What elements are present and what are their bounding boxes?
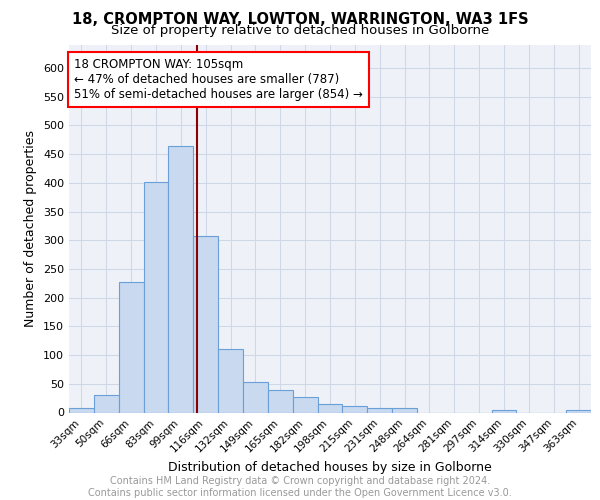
Bar [491, 410, 517, 412]
Bar [392, 408, 417, 412]
Bar [268, 390, 293, 412]
Bar [169, 146, 193, 412]
Text: 18, CROMPTON WAY, LOWTON, WARRINGTON, WA3 1FS: 18, CROMPTON WAY, LOWTON, WARRINGTON, WA… [71, 12, 529, 28]
Bar [218, 349, 243, 412]
Bar [243, 382, 268, 412]
Bar [193, 236, 218, 412]
Bar [69, 408, 94, 412]
Text: Size of property relative to detached houses in Golborne: Size of property relative to detached ho… [111, 24, 489, 37]
Bar [293, 397, 317, 412]
X-axis label: Distribution of detached houses by size in Golborne: Distribution of detached houses by size … [168, 461, 492, 474]
Bar [94, 396, 119, 412]
Bar [317, 404, 343, 412]
Bar [566, 410, 591, 412]
Y-axis label: Number of detached properties: Number of detached properties [25, 130, 37, 327]
Bar [119, 282, 143, 412]
Text: 18 CROMPTON WAY: 105sqm
← 47% of detached houses are smaller (787)
51% of semi-d: 18 CROMPTON WAY: 105sqm ← 47% of detache… [74, 58, 363, 101]
Bar [367, 408, 392, 412]
Bar [343, 406, 367, 412]
Text: Contains HM Land Registry data © Crown copyright and database right 2024.
Contai: Contains HM Land Registry data © Crown c… [88, 476, 512, 498]
Bar [143, 182, 169, 412]
